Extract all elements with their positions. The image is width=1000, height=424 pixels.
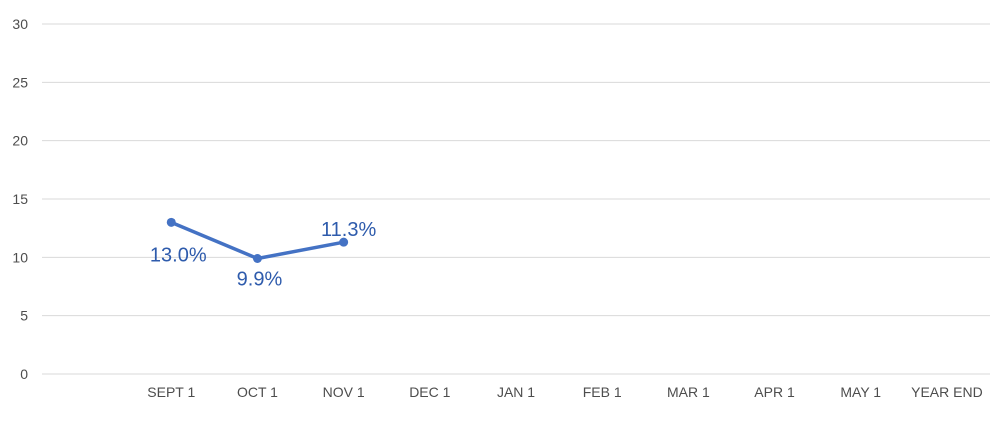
x-axis-tick-label: YEAR END — [911, 384, 983, 400]
y-axis-tick-label: 25 — [12, 74, 28, 90]
x-axis-tick-label: MAR 1 — [667, 384, 710, 400]
x-axis-tick-label: APR 1 — [754, 384, 795, 400]
data-point-label: 13.0% — [150, 244, 207, 266]
y-axis-tick-label: 30 — [12, 16, 28, 32]
x-axis-tick-label: NOV 1 — [323, 384, 365, 400]
x-axis-tick-label: JAN 1 — [497, 384, 535, 400]
y-axis-tick-label: 0 — [20, 366, 28, 382]
x-axis-tick-label: OCT 1 — [237, 384, 278, 400]
y-axis-tick-label: 5 — [20, 308, 28, 324]
x-axis-tick-label: FEB 1 — [583, 384, 622, 400]
data-point-marker — [339, 237, 349, 247]
x-axis-tick-label: MAY 1 — [840, 384, 881, 400]
y-axis-tick-label: 10 — [12, 249, 28, 265]
data-point-marker — [252, 254, 262, 263]
y-axis-tick-label: 20 — [12, 133, 28, 149]
x-axis-tick-label: SEPT 1 — [147, 384, 195, 400]
data-point-label: 9.9% — [237, 269, 283, 291]
x-axis-tick-label: DEC 1 — [409, 384, 450, 400]
data-point-label: 11.3% — [321, 219, 376, 241]
y-axis-tick-label: 15 — [12, 191, 28, 207]
data-point-marker — [166, 217, 176, 227]
